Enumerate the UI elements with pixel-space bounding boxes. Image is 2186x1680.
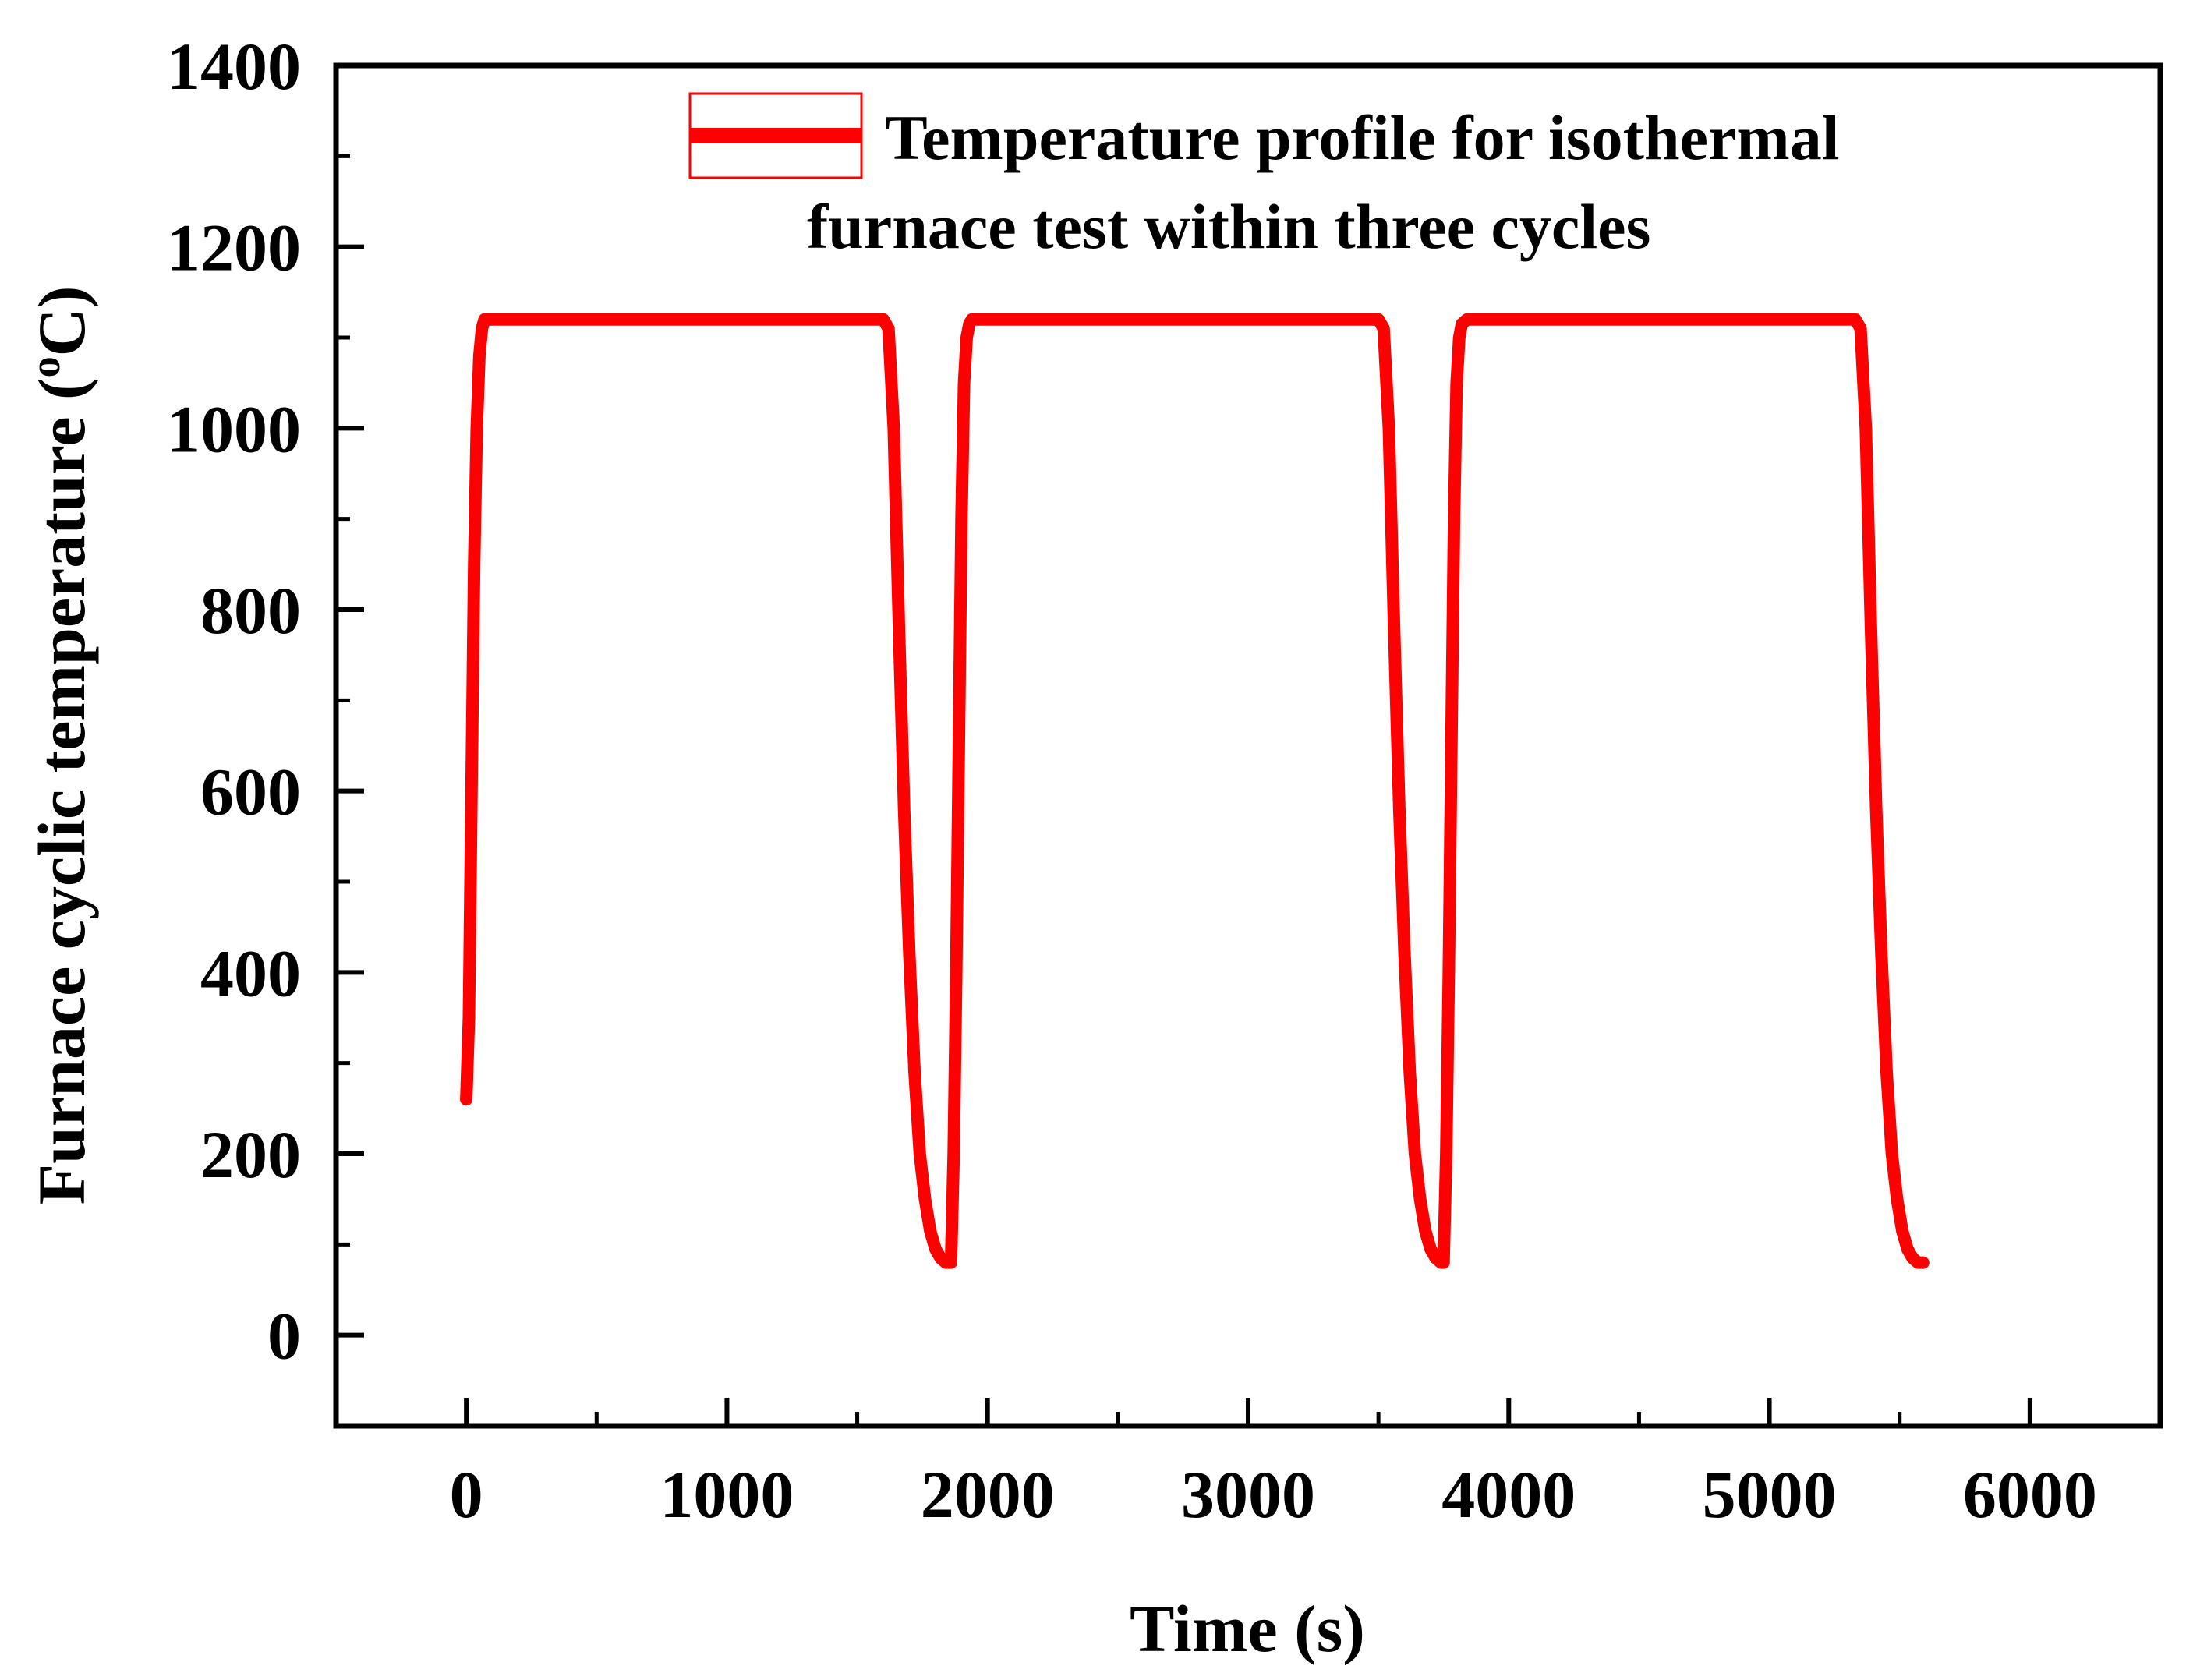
x-tick-label: 3000 <box>1181 1457 1315 1532</box>
axis-ticks <box>336 63 2032 1428</box>
x-tick-label: 2000 <box>921 1457 1055 1532</box>
y-axis-title: Furnace cyclic temperature (oC) <box>22 286 99 1205</box>
legend: Temperature profile for isothermal furna… <box>688 92 1839 262</box>
legend-line-1: Temperature profile for isothermal <box>885 102 1839 173</box>
y-tick-label: 200 <box>200 1117 301 1192</box>
x-tick-label: 0 <box>450 1457 483 1532</box>
y-tick-label: 1200 <box>167 210 301 285</box>
x-axis-title: Time (s) <box>1130 1591 1365 1666</box>
y-tick-label: 600 <box>200 755 301 829</box>
x-tick-label: 6000 <box>1963 1457 2097 1532</box>
temperature-series-line <box>460 313 1930 1269</box>
legend-line-2: furnace test within three cycles <box>807 191 1650 262</box>
x-tick-label: 5000 <box>1703 1457 1837 1532</box>
plot-frame <box>333 62 2163 1429</box>
x-tick-labels: 0 1000 2000 3000 4000 5000 6000 <box>450 1457 2097 1532</box>
x-tick-label: 1000 <box>660 1457 794 1532</box>
y-tick-label: 0 <box>267 1299 301 1374</box>
y-tick-label: 1400 <box>167 29 301 104</box>
y-axis-title-main: Furnace cyclic temperature ( <box>24 377 99 1204</box>
y-tick-label: 400 <box>200 935 301 1010</box>
x-tick-label: 4000 <box>1441 1457 1576 1532</box>
y-tick-labels: 0 200 400 600 800 1000 1200 1400 <box>167 29 301 1374</box>
y-tick-label: 1000 <box>167 391 301 466</box>
y-axis-title-end: C) <box>24 286 99 357</box>
y-tick-label: 800 <box>200 573 301 648</box>
y-axis-title-sup: o <box>22 356 69 377</box>
